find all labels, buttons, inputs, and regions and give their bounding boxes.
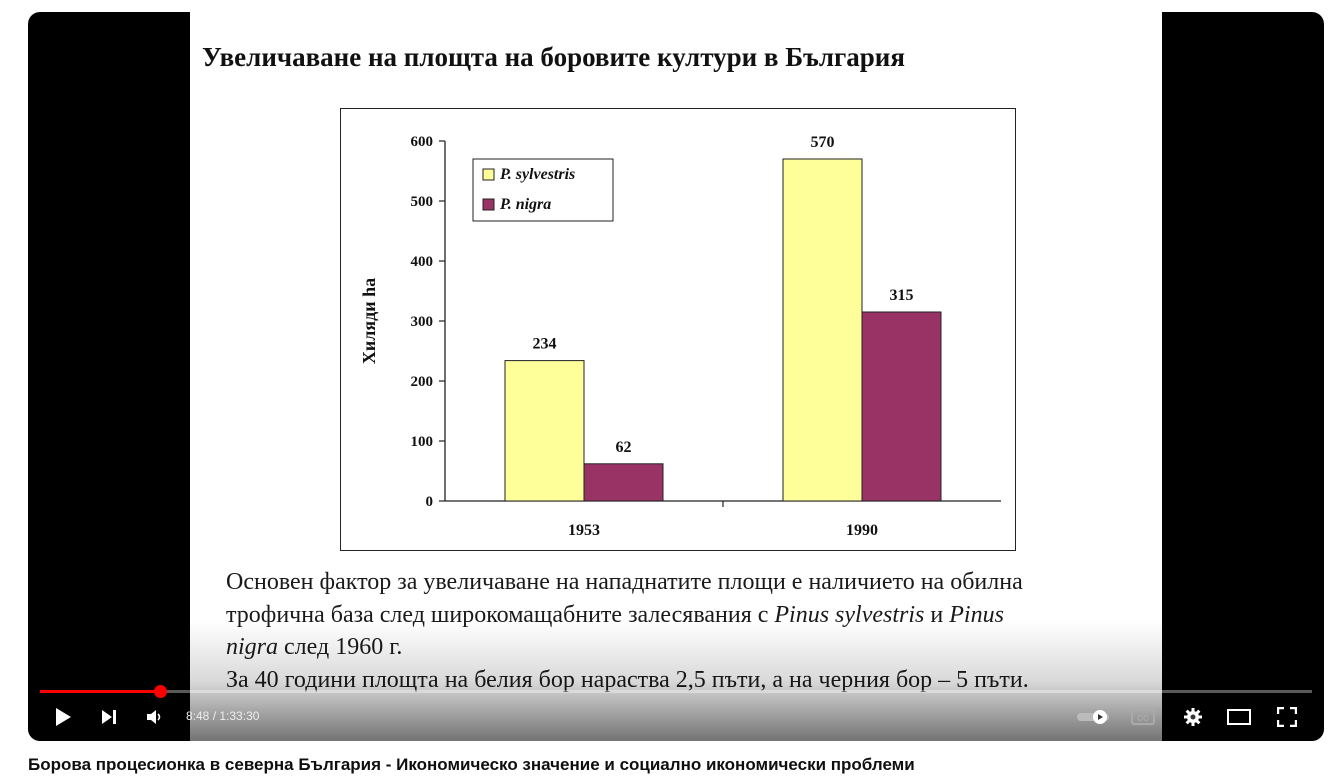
body-line-3-text: след 1960 г. — [278, 634, 403, 660]
slide-title: Увеличаване на площта на боровите култур… — [202, 42, 905, 72]
legend-label: P. nigra — [499, 196, 551, 213]
gear-icon — [1184, 708, 1202, 726]
y-tick-label: 0 — [426, 494, 434, 510]
y-tick-label: 200 — [411, 374, 434, 390]
progress-scrubber-handle[interactable] — [153, 685, 167, 698]
volume-icon — [147, 710, 161, 724]
time-current: 8:48 — [186, 709, 210, 723]
y-tick-label: 400 — [411, 254, 434, 270]
progress-bar[interactable] — [40, 685, 1312, 698]
slide-body-text: Основен фактор за увеличаване на нападна… — [226, 566, 1156, 696]
autoplay-toggle-icon — [1077, 710, 1109, 724]
chart-frame: 0 100 200 300 400 500 600 Хиляди ha 1953 234 62 199… — [340, 108, 1016, 551]
video-player[interactable]: Увеличаване на площта на боровите култур… — [28, 12, 1324, 741]
y-tick-label: 100 — [411, 434, 434, 450]
legend-swatch — [482, 198, 495, 211]
x-tick-label: 1953 — [568, 522, 600, 539]
body-line-3-species: nigra — [226, 634, 279, 660]
bar-value-label: 315 — [890, 287, 914, 304]
bar-chart: 0 100 200 300 400 500 600 Хиляди ha 1953 234 62 199… — [359, 134, 1001, 539]
theater-mode-button[interactable] — [1226, 706, 1252, 728]
bar — [782, 158, 863, 502]
body-line-2-species-b: Pinus — [949, 601, 1004, 628]
bar — [861, 311, 942, 502]
play-icon — [56, 708, 71, 726]
volume-button[interactable] — [142, 706, 168, 728]
bar-value-label: 234 — [533, 336, 557, 353]
bar — [583, 463, 664, 502]
time-total: 1:33:30 — [219, 709, 260, 723]
y-tick-label: 300 — [411, 314, 434, 330]
body-line-2-text-c: и — [924, 601, 950, 628]
body-line-2: трофична база след широкомащабните залес… — [226, 599, 1156, 632]
bar — [504, 360, 585, 502]
captions-button[interactable]: CC — [1130, 706, 1156, 728]
x-tick-label: 1990 — [846, 522, 878, 539]
captions-icon: CC — [1131, 709, 1155, 725]
bar-value-label: 62 — [616, 439, 632, 456]
theater-mode-icon — [1227, 709, 1251, 725]
play-button[interactable] — [50, 706, 76, 728]
presentation-slide: Увеличаване на площта на боровите култур… — [190, 12, 1162, 741]
y-tick-label: 600 — [411, 134, 434, 150]
autoplay-toggle[interactable] — [1074, 706, 1114, 728]
time-display: 8:48 / 1:33:30 — [186, 709, 260, 723]
video-title[interactable]: Борова процесионка в северна България - … — [28, 755, 915, 774]
legend-box — [472, 158, 614, 222]
body-line-3: nigra след 1960 г. — [226, 631, 1156, 664]
y-axis-label: Хиляди ha — [359, 278, 379, 364]
skip-next-icon — [102, 710, 116, 724]
fullscreen-button[interactable] — [1274, 706, 1300, 728]
legend-label: P. sylvestris — [499, 166, 575, 183]
body-line-2-species-a: Pinus sylvestris — [774, 601, 925, 628]
next-button[interactable] — [96, 706, 122, 728]
body-line-2-text-a: трофична база след широкомащабните залес… — [226, 601, 775, 628]
bar-value-label: 570 — [811, 134, 835, 151]
progress-played — [40, 690, 160, 693]
y-tick-label: 500 — [411, 194, 434, 210]
svg-text:CC: CC — [1137, 714, 1149, 723]
settings-button[interactable] — [1180, 706, 1206, 728]
body-line-1: Основен фактор за увеличаване на нападна… — [226, 569, 1023, 595]
legend-swatch — [482, 168, 495, 181]
fullscreen-icon — [1277, 707, 1297, 727]
